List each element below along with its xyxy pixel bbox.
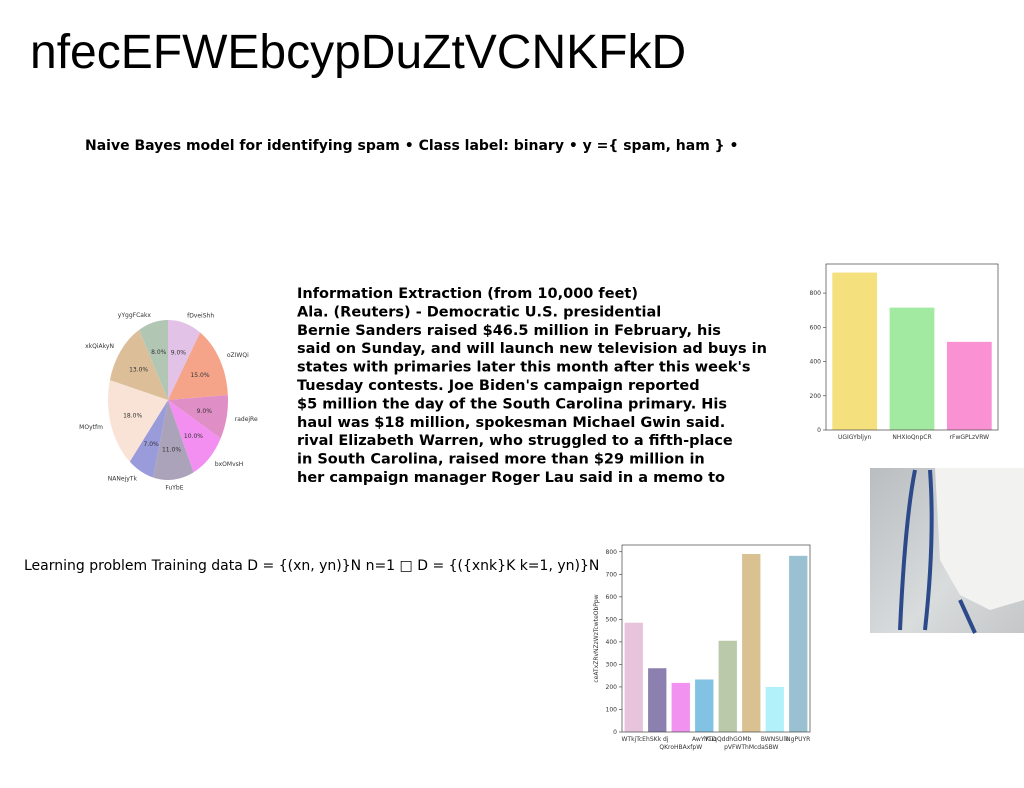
slice-label: FuYbE — [165, 485, 183, 492]
slice-percent: 7.0% — [143, 441, 159, 448]
x-tick-label: hSKk dj — [646, 736, 669, 743]
paragraph-line: Tuesday contests. Joe Biden's campaign r… — [297, 378, 700, 394]
paragraph-line: in South Carolina, raised more than $29 … — [297, 452, 705, 468]
slice-percent: 9.0% — [171, 349, 187, 356]
paragraph-line: Bernie Sanders raised $46.5 million in F… — [297, 323, 721, 339]
bar — [946, 341, 992, 430]
x-tick-label: NHXIoQnpCR — [892, 434, 931, 441]
slice-label: yYggFCakx — [118, 312, 152, 319]
slice-percent: 18.0% — [123, 412, 142, 419]
slice-percent: 8.0% — [151, 349, 167, 356]
bar — [695, 679, 714, 732]
bar — [789, 555, 808, 732]
plot-frame — [825, 263, 999, 431]
pie-slice — [168, 332, 228, 400]
bar — [742, 554, 761, 732]
bar — [832, 272, 878, 430]
x-tick-label: WTkjTcE — [622, 736, 647, 743]
formula: Learning problem Training data D = {(xn,… — [24, 558, 599, 574]
y-tick-label: 400 — [810, 359, 822, 366]
slice-label: xkQiAkyN — [85, 343, 114, 350]
x-tick-label: BWNSUlk — [761, 736, 789, 743]
x-tick-label: NgPUYR — [786, 736, 810, 743]
subtitle: Naive Bayes model for identifying spam •… — [85, 138, 738, 154]
y-tick-label: 600 — [606, 594, 618, 601]
pie-slice — [109, 329, 168, 400]
y-tick-label: 300 — [606, 661, 618, 668]
pie-slice — [139, 320, 168, 400]
y-tick-label: 0 — [613, 729, 617, 736]
slice-percent: 10.0% — [184, 433, 203, 440]
pie-slice — [153, 400, 194, 481]
bar — [624, 622, 643, 732]
slice-label: radejRe — [235, 416, 258, 423]
slice-label: NANejyTk — [108, 475, 138, 482]
x-tick-label: iKuqQddhGOMb — [704, 736, 752, 743]
y-tick-label: 800 — [606, 549, 618, 556]
photo — [870, 468, 1024, 634]
slice-label: oZIWQi — [227, 352, 249, 359]
x-tick-label: AwYYTD — [692, 736, 717, 743]
bar — [889, 307, 935, 430]
slice-label: bxOMvsH — [215, 461, 243, 468]
bar — [648, 668, 667, 732]
pie-slice — [129, 400, 168, 478]
paragraph-line: Ala. (Reuters) - Democratic U.S. preside… — [297, 304, 661, 320]
bar — [671, 682, 690, 732]
paragraph-line: $5 million the day of the South Carolina… — [297, 396, 727, 412]
y-tick-label: 600 — [810, 324, 822, 331]
x-tick-label: pVFWThMcdaSBW — [724, 744, 778, 751]
plot-frame — [621, 544, 811, 733]
paragraph-line: states with primaries later this month a… — [297, 360, 751, 376]
y-tick-label: 100 — [606, 706, 618, 713]
y-tick-label: 400 — [606, 639, 618, 646]
bar — [718, 640, 737, 732]
slice-percent: 11.0% — [162, 446, 181, 453]
y-tick-label: 0 — [817, 427, 821, 434]
y-axis-label: ceATxZRvNZzWzTcwteObPpw — [593, 594, 600, 682]
slice-label: fDveiShh — [187, 312, 214, 319]
paragraph-line: haul was $18 million, spokesman Michael … — [297, 415, 725, 431]
y-tick-label: 800 — [810, 290, 822, 297]
y-tick-label: 500 — [606, 616, 618, 623]
pie-slice — [168, 320, 201, 400]
y-tick-label: 200 — [810, 393, 822, 400]
y-tick-label: 700 — [606, 571, 618, 578]
x-tick-label: QKroHBAxfpW — [659, 744, 702, 751]
slice-label: MOytfm — [79, 424, 103, 431]
paragraph-line: her campaign manager Roger Lau said in a… — [297, 470, 725, 486]
slice-percent: 13.0% — [129, 367, 148, 374]
slice-percent: 9.0% — [197, 408, 213, 415]
y-tick-label: 200 — [606, 684, 618, 691]
x-tick-label: rFwGPLzVRW — [950, 434, 990, 441]
slice-percent: 15.0% — [190, 372, 209, 379]
page-title: nfecEFWEbcypDuZtVCNKFkD — [30, 26, 686, 79]
paragraph-line: said on Sunday, and will launch new tele… — [297, 341, 767, 357]
pie-slice — [168, 400, 221, 473]
pie-slice — [168, 394, 228, 439]
pie-slice — [108, 380, 168, 462]
bar — [765, 686, 784, 732]
paragraph-line: rival Elizabeth Warren, who struggled to… — [297, 433, 733, 449]
x-tick-label: UGIGYbljyn — [838, 434, 872, 441]
paragraph-line: Information Extraction (from 10,000 feet… — [297, 286, 638, 302]
